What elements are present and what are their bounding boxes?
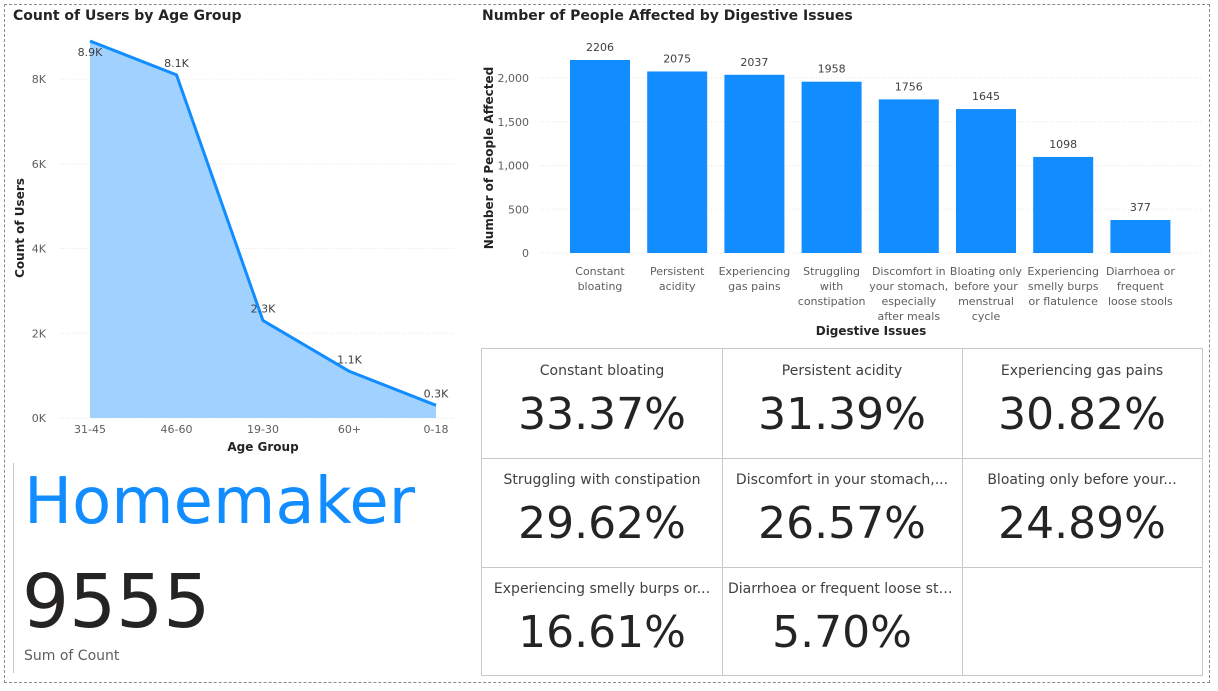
x-tick-label: 31-45	[74, 423, 106, 436]
left-chart-title: Count of Users by Age Group	[13, 8, 242, 24]
data-label: 1645	[972, 90, 1000, 103]
sum-of-count-value: 9555	[22, 559, 211, 645]
data-label: 1756	[895, 80, 923, 93]
kpi-grid: Constant bloating 33.37% Persistent acid…	[481, 348, 1203, 676]
kpi-label: Struggling with constipation	[503, 472, 701, 488]
kpi-label: Diarrhoea or frequent loose stools	[728, 581, 962, 597]
x-tick-label: Experiencing smelly burps or flatulence	[1027, 265, 1099, 308]
data-label: 2.3K	[251, 303, 276, 316]
kpi-value: 5.70%	[772, 607, 912, 658]
kpi-card[interactable]: Persistent acidity 31.39%	[722, 349, 962, 458]
kpi-value: 16.61%	[518, 607, 686, 658]
bar	[878, 99, 939, 253]
kpi-value: 30.82%	[998, 389, 1166, 440]
y-tick-label: 0	[522, 247, 529, 260]
y-axis-title: Number of People Affected	[482, 67, 496, 249]
y-tick-label: 6K	[32, 158, 47, 171]
y-tick-label: 500	[508, 203, 529, 216]
bar	[956, 109, 1016, 253]
report-frame	[4, 4, 1210, 683]
y-tick-label: 2K	[32, 327, 47, 340]
x-tick-label: Bloating only before your menstrual cycle	[950, 265, 1023, 323]
kpi-value: 33.37%	[518, 389, 686, 440]
data-label: 0.3K	[424, 387, 449, 400]
bar	[1033, 156, 1094, 253]
y-tick-label: 2,000	[498, 72, 530, 85]
right-chart-title: Number of People Affected by Digestive I…	[482, 8, 853, 24]
kpi-card[interactable]: Struggling with constipation 29.62%	[482, 458, 722, 567]
x-tick-label: Struggling with constipation	[798, 265, 866, 308]
x-axis-title: Digestive Issues	[816, 324, 927, 338]
kpi-label: Bloating only before your...	[987, 472, 1177, 488]
y-axis-title: Count of Users	[13, 178, 27, 278]
kpi-label: Experiencing smelly burps or...	[493, 581, 711, 597]
y-tick-label: 4K	[32, 243, 47, 256]
y-tick-label: 1,000	[498, 160, 530, 173]
bar	[570, 60, 630, 253]
sum-of-count-label: Sum of Count	[24, 648, 120, 664]
area-line	[89, 39, 437, 407]
occupation-name: Homemaker	[24, 465, 416, 539]
data-label: 8.9K	[78, 46, 103, 59]
data-label: 1958	[818, 63, 846, 76]
kpi-card[interactable]: Constant bloating 33.37%	[482, 349, 722, 458]
kpi-card[interactable]: Discomfort in your stomach,... 26.57%	[722, 458, 962, 567]
data-label: 8.1K	[164, 57, 189, 70]
grid-divider	[962, 349, 963, 675]
kpi-card[interactable]: Diarrhoea or frequent loose stools 5.70%	[722, 567, 962, 676]
x-tick-label: Experiencing gas pains	[719, 265, 791, 293]
area-fill	[90, 41, 436, 418]
kpi-card[interactable]: Experiencing smelly burps or... 16.61%	[482, 567, 722, 676]
data-label: 1.1K	[337, 353, 362, 366]
kpi-card[interactable]: Bloating only before your... 24.89%	[962, 458, 1202, 567]
x-tick-label: Discomfort in your stomach, especially afte…	[869, 265, 948, 323]
y-tick-label: 1,500	[498, 116, 530, 129]
bar	[647, 71, 708, 253]
y-tick-label: 8K	[32, 73, 47, 86]
bar	[801, 81, 862, 253]
data-label: 2037	[740, 56, 768, 69]
kpi-label: Discomfort in your stomach,...	[735, 472, 949, 488]
occupation-card: Homemaker 9555 Sum of Count	[13, 463, 454, 673]
x-tick-label: 60+	[338, 423, 361, 436]
data-label: 2206	[586, 41, 614, 54]
x-tick-label: Constant bloating	[575, 265, 625, 293]
kpi-label: Experiencing gas pains	[1000, 363, 1164, 379]
kpi-value: 26.57%	[758, 498, 926, 549]
grid-divider	[722, 349, 723, 675]
kpi-value: 31.39%	[758, 389, 926, 440]
data-label: 377	[1130, 201, 1151, 214]
x-tick-label: 19-30	[247, 423, 279, 436]
kpi-value: 29.62%	[518, 498, 686, 549]
grid-divider	[482, 567, 1202, 568]
grid-divider	[482, 458, 1202, 459]
kpi-card[interactable]: Experiencing gas pains 30.82%	[962, 349, 1202, 458]
x-tick-label: 46-60	[161, 423, 193, 436]
digestive-issues-bar-chart[interactable]: 0 500 1,000 1,500 2,000 2206 Constant bloating 2…	[470, 28, 1210, 343]
bar	[724, 74, 785, 253]
kpi-label: Persistent acidity	[781, 363, 903, 379]
bar	[1110, 220, 1171, 253]
age-group-area-chart[interactable]: 0K 2K 4K 6K 8K 8.9K 8.1K 2.3K 1.1K 0.3K 31-45 46-60…	[0, 28, 470, 458]
y-tick-label: 0K	[32, 412, 47, 425]
x-tick-label: Persistent acidity	[650, 265, 705, 293]
kpi-value: 24.89%	[998, 498, 1166, 549]
data-label: 2075	[663, 52, 691, 65]
x-axis-title: Age Group	[227, 440, 299, 454]
data-label: 1098	[1049, 138, 1077, 151]
x-tick-label: Diarrhoea or frequent loose stools	[1106, 265, 1175, 308]
kpi-label: Constant bloating	[539, 363, 665, 379]
x-tick-label: 0-18	[424, 423, 449, 436]
